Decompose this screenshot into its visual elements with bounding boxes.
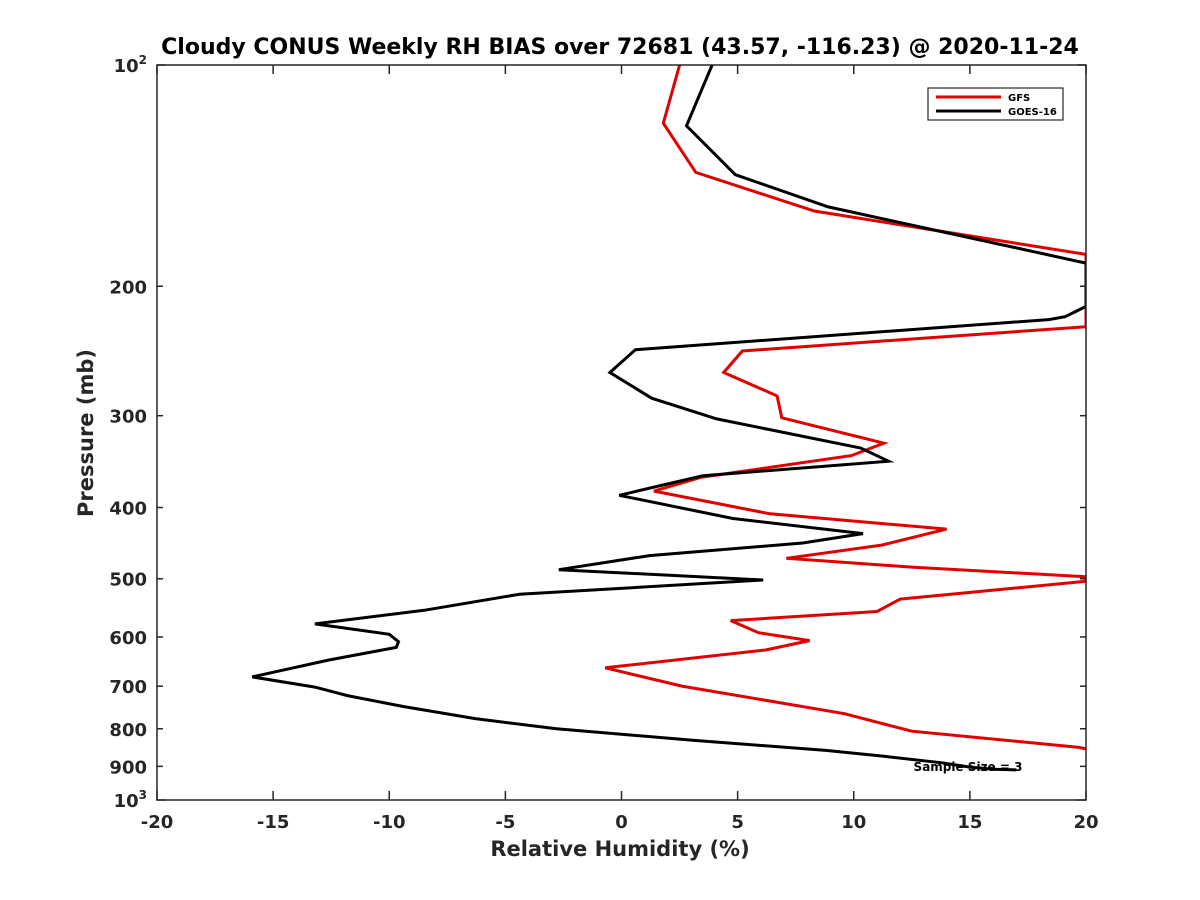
x-tick-label: -10 [373, 812, 406, 833]
legend: GFS GOES-16 [927, 87, 1064, 121]
x-axis: -20 -15 -10 -5 0 5 10 15 20 [141, 65, 1099, 833]
x-tick-label: -20 [141, 812, 174, 833]
legend-entry: GFS [1008, 93, 1030, 104]
y-tick-label: 200 [109, 277, 147, 298]
x-tick-label: 15 [957, 812, 982, 833]
series-layer [251, 65, 1086, 772]
y-tick-label: 400 [109, 499, 147, 520]
x-tick-label: -5 [495, 812, 515, 833]
sample-size-annotation: Sample Size = 3 [914, 760, 1023, 774]
legend-box [927, 87, 1064, 121]
y-tick-label: 700 [109, 677, 147, 698]
legend-entry: GOES-16 [1008, 107, 1057, 118]
y-tick-label: 800 [109, 720, 147, 741]
axes-frame [156, 64, 1087, 801]
x-tick-label: 0 [615, 812, 628, 833]
x-tick-label: 20 [1073, 812, 1098, 833]
x-tick-label: 5 [731, 812, 744, 833]
y-tick-label: 103 [114, 788, 147, 812]
y-tick-label: 300 [109, 407, 147, 428]
y-tick-label: 102 [114, 53, 147, 77]
chart-title: Cloudy CONUS Weekly RH BIAS over 72681 (… [161, 35, 1079, 60]
y-tick-label: 900 [109, 757, 147, 778]
x-axis-label: Relative Humidity (%) [490, 837, 749, 861]
y-axis-label: Pressure (mb) [74, 349, 98, 517]
y-tick-label: 500 [109, 570, 147, 591]
series-line-gfs [604, 65, 1086, 751]
y-tick-label: 600 [109, 628, 147, 649]
x-tick-label: -15 [257, 812, 290, 833]
y-axis: 102 200 300 400 500 600 700 800 900 103 [109, 53, 1086, 812]
series-line-goes-16 [251, 65, 1086, 772]
x-tick-label: 10 [841, 812, 866, 833]
